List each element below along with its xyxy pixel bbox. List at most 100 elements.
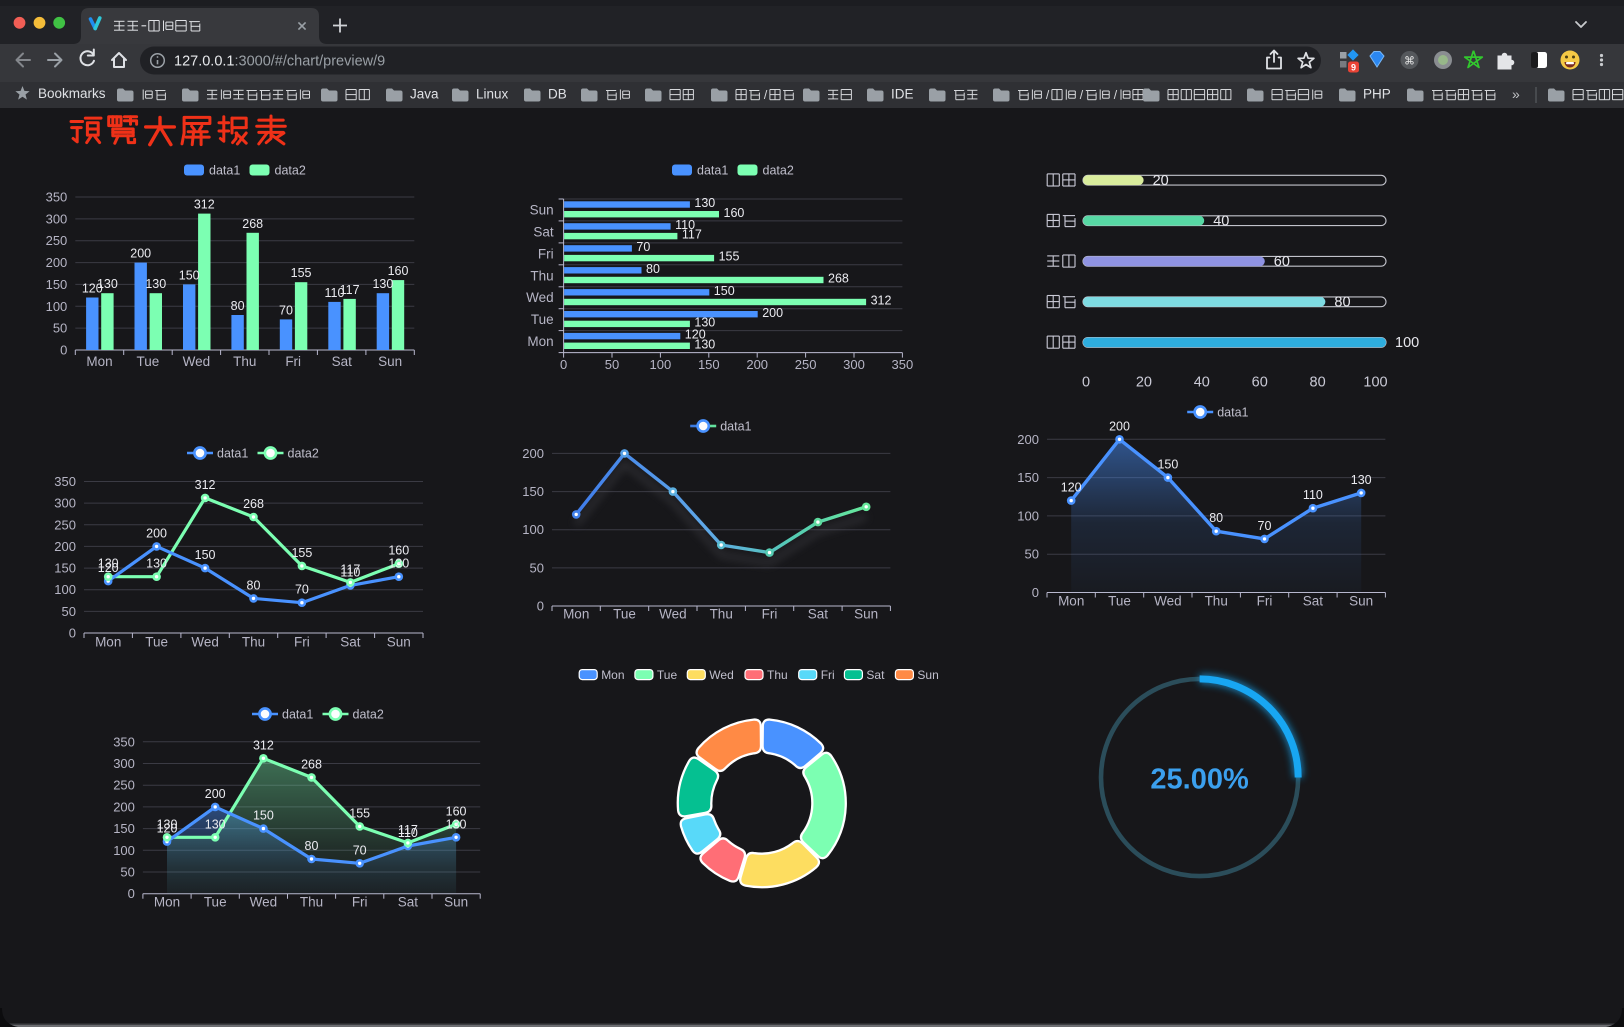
svg-text:100: 100 xyxy=(1017,508,1039,523)
svg-text:268: 268 xyxy=(243,497,264,511)
svg-text:100: 100 xyxy=(1363,375,1387,391)
svg-text:Fri: Fri xyxy=(821,668,835,682)
svg-text:Mon: Mon xyxy=(1058,594,1084,609)
svg-text:Thu: Thu xyxy=(242,635,265,650)
svg-text:130: 130 xyxy=(388,557,409,571)
svg-text:Wed: Wed xyxy=(191,635,219,650)
svg-text:Mon: Mon xyxy=(86,354,112,369)
svg-text:data1: data1 xyxy=(282,707,313,721)
svg-text:Linux: Linux xyxy=(476,87,509,102)
svg-text:130: 130 xyxy=(145,277,166,291)
svg-text:70: 70 xyxy=(279,303,293,317)
svg-text:70: 70 xyxy=(636,240,650,254)
svg-text:268: 268 xyxy=(301,757,322,771)
svg-text:130: 130 xyxy=(694,337,715,351)
svg-text:200: 200 xyxy=(54,539,76,554)
svg-text:data1: data1 xyxy=(217,446,248,460)
svg-text:Fri: Fri xyxy=(762,607,778,622)
svg-text:Sat: Sat xyxy=(808,607,829,622)
svg-text:250: 250 xyxy=(54,517,76,532)
svg-text:150: 150 xyxy=(698,357,720,372)
svg-text:Tue: Tue xyxy=(1108,594,1131,609)
svg-text:0: 0 xyxy=(1082,375,1090,391)
svg-text:Tue: Tue xyxy=(613,607,636,622)
svg-text:117: 117 xyxy=(340,562,360,576)
svg-text:/: / xyxy=(1046,88,1050,102)
svg-text:155: 155 xyxy=(719,250,740,264)
svg-text:160: 160 xyxy=(724,206,745,220)
svg-text:200: 200 xyxy=(1109,419,1130,433)
svg-text:300: 300 xyxy=(113,756,135,771)
svg-text:0: 0 xyxy=(1032,585,1039,600)
svg-text:160: 160 xyxy=(388,544,409,558)
svg-text:200: 200 xyxy=(522,446,544,461)
svg-text:50: 50 xyxy=(1025,547,1039,562)
svg-text:100: 100 xyxy=(522,522,544,537)
svg-text:120: 120 xyxy=(82,282,103,296)
svg-text:160: 160 xyxy=(446,804,467,818)
svg-text:200: 200 xyxy=(113,799,135,814)
svg-text:Mon: Mon xyxy=(601,668,624,682)
svg-text:127.0.0.1:3000/#/chart/preview: 127.0.0.1:3000/#/chart/preview/9 xyxy=(174,54,385,70)
svg-text:Sun: Sun xyxy=(1349,594,1373,609)
svg-text:350: 350 xyxy=(54,474,76,489)
svg-text:150: 150 xyxy=(714,284,735,298)
svg-text:0: 0 xyxy=(60,343,67,358)
svg-text:80: 80 xyxy=(247,578,261,592)
svg-text:Fri: Fri xyxy=(352,895,368,910)
svg-text:data2: data2 xyxy=(353,707,384,721)
svg-text:Thu: Thu xyxy=(530,268,553,283)
svg-text:Fri: Fri xyxy=(1257,594,1273,609)
svg-text:130: 130 xyxy=(446,817,467,831)
svg-text:110: 110 xyxy=(1303,488,1323,502)
svg-text:117: 117 xyxy=(340,283,360,297)
svg-text:150: 150 xyxy=(195,548,216,562)
svg-text:0: 0 xyxy=(537,599,544,614)
svg-text:150: 150 xyxy=(1017,470,1039,485)
svg-text:150: 150 xyxy=(522,484,544,499)
svg-text:100: 100 xyxy=(1395,335,1419,351)
svg-text:Wed: Wed xyxy=(250,895,278,910)
svg-text:data1: data1 xyxy=(1217,405,1248,419)
svg-text:Thu: Thu xyxy=(1205,594,1228,609)
svg-text:312: 312 xyxy=(195,478,216,492)
svg-text:155: 155 xyxy=(291,266,312,280)
svg-text:130: 130 xyxy=(694,196,715,210)
svg-text:150: 150 xyxy=(54,561,76,576)
svg-text:117: 117 xyxy=(398,823,418,837)
svg-text:130: 130 xyxy=(97,277,118,291)
svg-text:130: 130 xyxy=(694,316,715,330)
svg-text:110: 110 xyxy=(398,826,418,840)
svg-text:Tue: Tue xyxy=(204,895,227,910)
svg-text:20: 20 xyxy=(1153,173,1169,189)
svg-text:150: 150 xyxy=(113,821,135,836)
svg-text:130: 130 xyxy=(1351,473,1372,487)
svg-text:80: 80 xyxy=(1334,295,1350,311)
svg-text:0: 0 xyxy=(560,357,567,372)
svg-text:Sun: Sun xyxy=(444,895,468,910)
svg-text:130: 130 xyxy=(146,557,167,571)
svg-text:312: 312 xyxy=(871,294,892,308)
svg-text:70: 70 xyxy=(295,583,309,597)
svg-text:Wed: Wed xyxy=(183,354,211,369)
svg-text:Wed: Wed xyxy=(1154,594,1182,609)
svg-text:Sun: Sun xyxy=(378,354,402,369)
svg-text:200: 200 xyxy=(762,306,783,320)
svg-text:data1: data1 xyxy=(720,419,751,433)
svg-text:70: 70 xyxy=(353,843,367,857)
svg-text:Sat: Sat xyxy=(1303,594,1324,609)
svg-text:40: 40 xyxy=(1194,375,1210,391)
svg-text:Bookmarks: Bookmarks xyxy=(38,86,106,101)
svg-text:100: 100 xyxy=(54,582,76,597)
svg-text:200: 200 xyxy=(205,787,226,801)
svg-text:200: 200 xyxy=(746,357,768,372)
svg-text:130: 130 xyxy=(205,817,226,831)
svg-text:Mon: Mon xyxy=(563,607,589,622)
svg-text:/: / xyxy=(1114,88,1118,102)
svg-text:110: 110 xyxy=(325,286,345,300)
svg-text:25.00%: 25.00% xyxy=(1150,764,1249,796)
svg-text:120: 120 xyxy=(157,822,178,836)
svg-text:200: 200 xyxy=(146,526,167,540)
svg-text:160: 160 xyxy=(388,264,409,278)
svg-text:120: 120 xyxy=(98,561,119,575)
